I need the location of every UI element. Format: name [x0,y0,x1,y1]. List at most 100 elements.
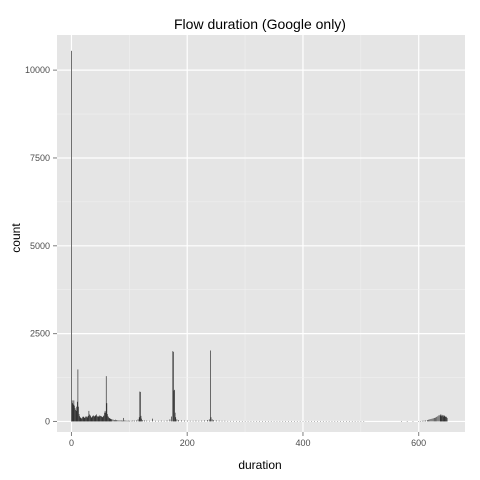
histogram-bar [79,416,80,422]
histogram-bar [94,416,96,422]
histogram-bar [71,400,73,422]
histogram-bar [140,391,141,422]
histogram-bar [436,416,438,422]
histogram-bar [302,421,304,422]
histogram-bar [93,416,95,422]
histogram-bar [440,414,442,422]
histogram-bar [175,417,177,422]
histogram-bar [108,417,109,422]
histogram-bar [75,409,76,422]
histogram-bar [169,419,171,422]
histogram-bar [114,420,115,422]
x-axis-label: duration [238,458,281,472]
histogram-bar [141,418,142,422]
histogram-bar [279,421,281,422]
histogram-bar [331,421,333,422]
histogram-bar [138,417,140,422]
histogram-bar [192,420,194,422]
histogram-bar [346,421,347,422]
histogram-bar [425,420,427,422]
histogram-bar [73,400,75,422]
histogram-bar [253,421,255,422]
histogram-bar [101,416,103,422]
histogram-bar [74,405,75,422]
histogram-bar [124,420,126,422]
histogram-bar [78,406,79,422]
histogram-bar [418,421,420,422]
histogram-bar [155,420,156,422]
histogram-bar [166,420,168,422]
histogram-bar [83,416,85,422]
histogram-bar [233,420,234,422]
histogram-bar [443,415,445,422]
histogram-bar [171,416,172,422]
histogram-bar [432,418,434,422]
histogram-bar [322,421,324,422]
histogram-bars [71,50,448,422]
histogram-bar [351,421,353,422]
histogram-bar [442,415,443,422]
histogram-bar [99,416,101,422]
histogram-bar [109,418,111,422]
histogram-bar [288,421,289,422]
histogram-bar [100,416,102,422]
histogram-bar [363,421,365,422]
histogram-bar [212,420,214,422]
histogram-bar [181,420,182,422]
histogram-bar [173,351,174,422]
histogram-bar [299,421,301,422]
histogram-bar [423,420,425,422]
histogram-bar [215,420,217,422]
histogram-bar [421,420,423,422]
histogram-bar [83,417,85,422]
histogram-bar [72,403,74,422]
histogram-bar [126,420,128,422]
histogram-bar [293,421,295,422]
histogram-bar [340,421,341,422]
histogram-bar [137,419,139,422]
histogram-bar [208,419,210,422]
histogram-bar [282,421,284,422]
histogram-bar [163,420,165,422]
histogram-bar [443,416,444,422]
y-axis-ticks: 0 2500 5000 7500 10000 [25,65,57,426]
histogram-bar [119,420,121,422]
histogram-bar [437,416,439,422]
histogram-bar [250,421,252,422]
histogram-bar [81,418,83,422]
histogram-bar [135,420,137,422]
histogram-bar [262,421,263,422]
histogram-bar [325,421,327,422]
histogram-bar [82,416,84,422]
histogram-bar [259,421,260,422]
histogram-bar [123,417,124,422]
histogram-bar [441,414,443,422]
histogram-bar [132,420,134,422]
histogram-bar [80,417,82,422]
histogram-bar [267,421,269,422]
histogram-bar [305,421,307,422]
histogram-bar [152,418,153,422]
histogram-bar [360,421,362,422]
histogram-bar [115,419,116,422]
histogram-bar [401,421,402,422]
histogram-bar [430,419,432,422]
histogram-bar [256,421,258,422]
histogram-bar [431,418,433,422]
histogram-bar [445,416,446,422]
histogram-bar [328,421,330,422]
histogram-bar [103,416,104,422]
histogram-bar [317,421,318,422]
histogram-bar [221,420,223,422]
grid-lines [57,35,465,432]
histogram-bar [106,403,108,422]
y-tick-label: 5000 [30,241,50,251]
histogram-bar [89,414,90,422]
histogram-bar [97,416,99,422]
histogram-bar [308,421,310,422]
histogram-bar [87,416,89,422]
histogram-bar [84,417,86,422]
histogram-bar [354,421,356,422]
histogram-bar [98,415,100,422]
